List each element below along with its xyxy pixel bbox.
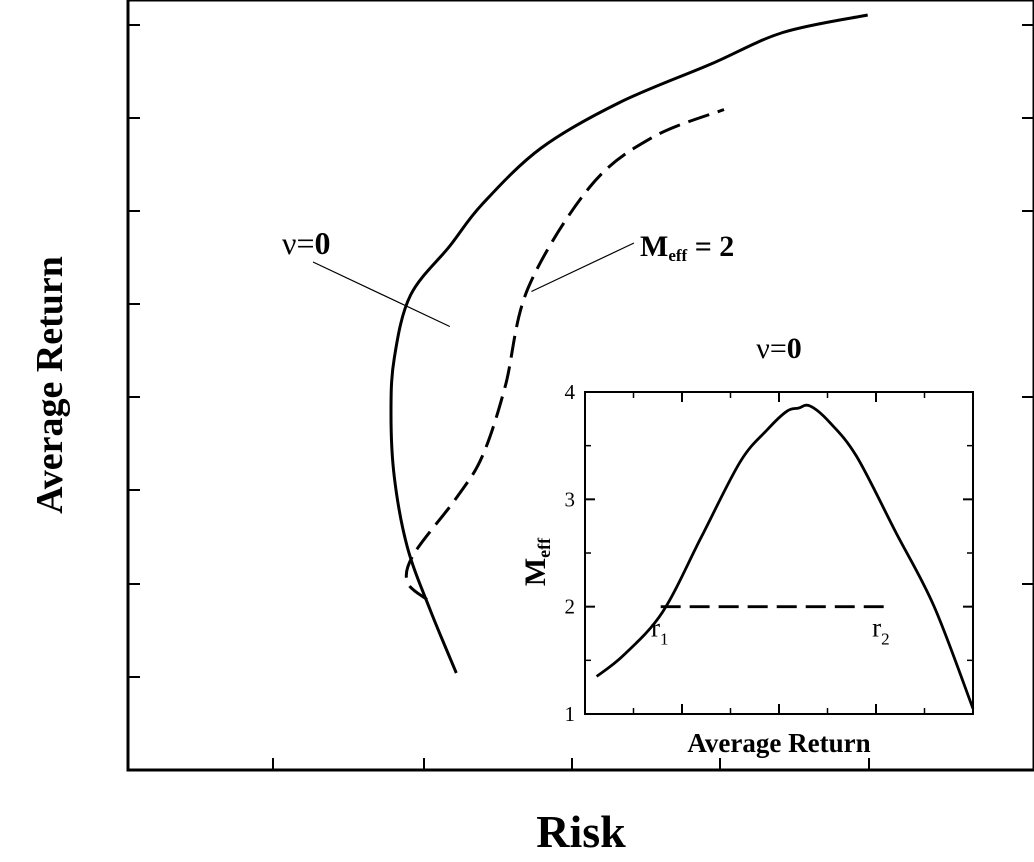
- annotation-meff-suffix: = 2: [687, 230, 734, 263]
- inset-series-meff-curve: [595, 403, 975, 710]
- annotation-nu-prefix: ν=: [282, 225, 315, 261]
- inset-y-tick-label: 1: [565, 702, 576, 726]
- inset-y-tick-label: 3: [565, 487, 576, 511]
- main-plot-frame: [126, 0, 1034, 772]
- inset-y-axis-label: Meff: [519, 537, 554, 586]
- inset-y-axis-main: M: [519, 558, 552, 586]
- main-annotations: ν=0 Meff = 2: [282, 225, 734, 328]
- inset-title-value: 0: [787, 332, 802, 365]
- inset-point-label-r1: r1: [651, 613, 669, 649]
- inset-plot-frame: [584, 391, 974, 715]
- annotation-leader-nu: [312, 261, 451, 328]
- main-x-axis-label: Risk: [536, 806, 626, 857]
- inset-chart: 1 2 3 4 ν=0 Average Return Meff r1 r2: [519, 332, 975, 758]
- main-series-line-nu0: [389, 13, 869, 674]
- main-series-line-meff2: [404, 108, 725, 601]
- main-y-axis-label: Average Return: [29, 256, 71, 514]
- inset-point-labels: r1 r2: [651, 613, 890, 649]
- inset-title: ν=0: [756, 332, 801, 365]
- annotation-meff-sub: eff: [668, 246, 687, 265]
- inset-title-prefix: ν=: [756, 332, 786, 365]
- inset-y-tick-label: 4: [565, 380, 576, 404]
- main-series: [389, 13, 869, 674]
- annotation-nu-label: ν=0: [282, 225, 331, 261]
- inset-y-axis-sub: eff: [534, 537, 554, 558]
- annotation-meff-main: M: [640, 230, 668, 263]
- annotation-leader-meff: [531, 242, 635, 293]
- inset-x-axis-label: Average Return: [687, 728, 870, 758]
- inset-ticks: 1 2 3 4: [565, 380, 973, 726]
- inset-point-label-r2: r2: [872, 613, 890, 649]
- annotation-nu-value: 0: [315, 225, 331, 261]
- inset-series: [595, 403, 975, 710]
- annotation-meff-label: Meff = 2: [640, 230, 734, 265]
- main-ticks: [128, 24, 1034, 770]
- inset-y-tick-label: 2: [565, 595, 576, 619]
